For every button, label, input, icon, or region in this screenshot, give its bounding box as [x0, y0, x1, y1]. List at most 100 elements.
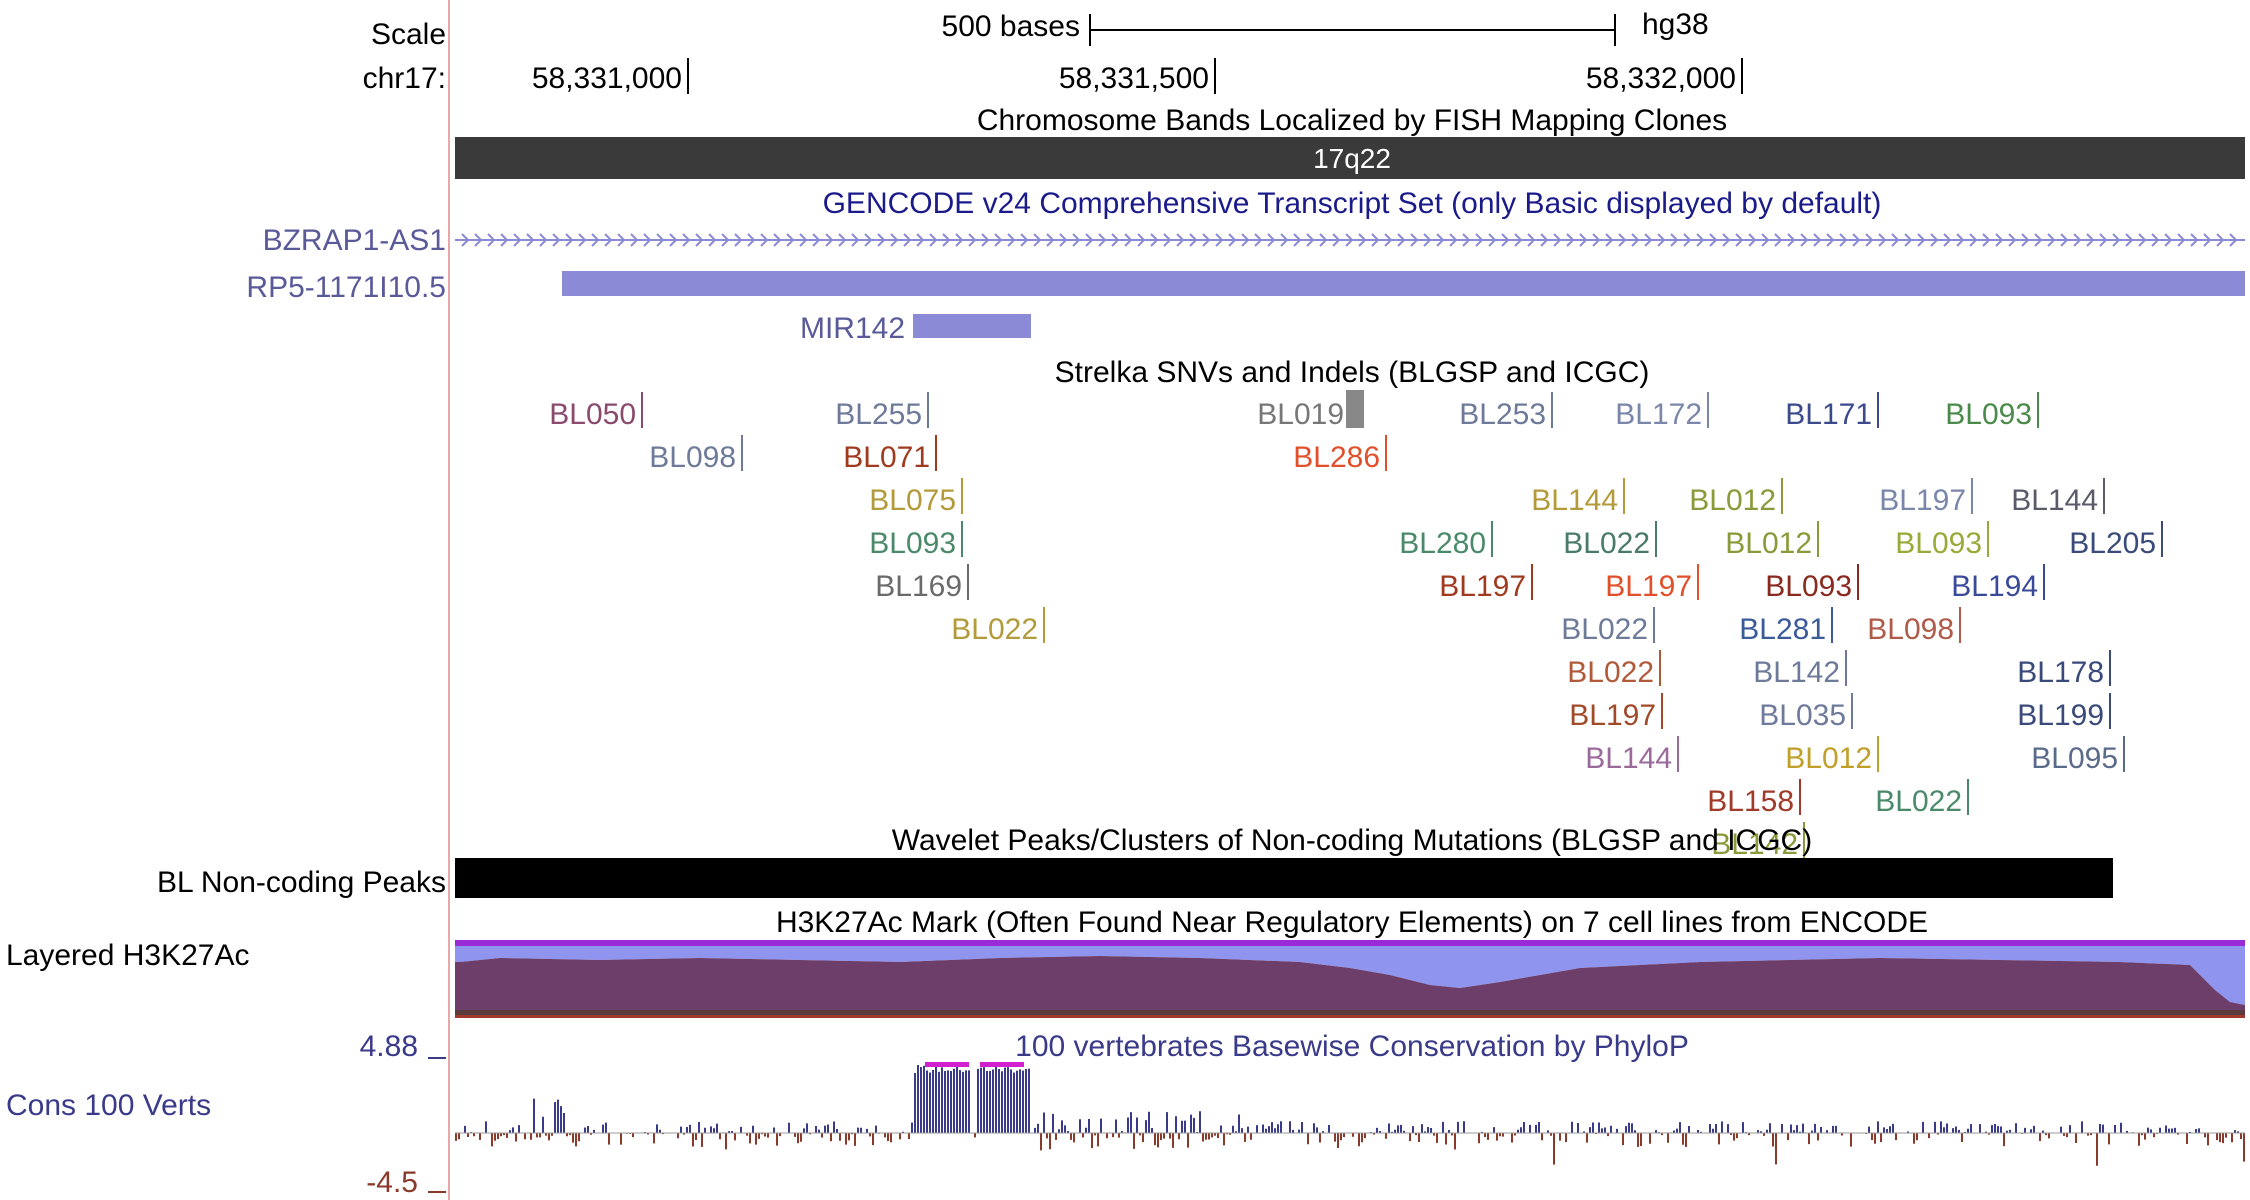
cons-negative-bars — [455, 1133, 2245, 1166]
assembly-label: hg38 — [1642, 8, 1709, 41]
strelka-item[interactable]: BL197 — [1605, 564, 1699, 603]
strelka-item[interactable]: BL144 — [2011, 478, 2105, 517]
strelka-item-label: BL144 — [1531, 484, 1618, 517]
strelka-item-label: BL022 — [1561, 613, 1648, 646]
strelka-item-label: BL012 — [1785, 742, 1872, 775]
strelka-item[interactable]: BL142 — [1711, 822, 1805, 861]
strelka-item[interactable]: BL022 — [1567, 650, 1661, 689]
strelka-item-label: BL286 — [1293, 441, 1380, 474]
strelka-item-label: BL098 — [1867, 613, 1954, 646]
scale-label: Scale — [371, 18, 446, 51]
strelka-item[interactable]: BL098 — [1867, 607, 1961, 646]
strelka-item-label: BL142 — [1753, 656, 1840, 689]
strelka-item[interactable]: BL178 — [2017, 650, 2111, 689]
strelka-item[interactable]: BL071 — [843, 435, 937, 474]
strelka-item-label: BL093 — [869, 527, 956, 560]
scale-bar-text: 500 bases — [942, 10, 1080, 43]
strelka-item[interactable]: BL093 — [1895, 521, 1989, 560]
strelka-item-label: BL022 — [1875, 785, 1962, 818]
strelka-item-label: BL178 — [2017, 656, 2104, 689]
strelka-item[interactable]: BL050 — [549, 392, 643, 431]
strelka-item[interactable]: BL022 — [1561, 607, 1655, 646]
cons-clip-mark — [925, 1062, 969, 1067]
strelka-item[interactable]: BL281 — [1739, 607, 1833, 646]
gene-bzrap1-as1[interactable] — [455, 233, 2245, 247]
strelka-item[interactable]: BL197 — [1569, 693, 1663, 732]
strelka-item[interactable]: BL093 — [869, 521, 963, 560]
strelka-item[interactable]: BL255 — [835, 392, 929, 431]
strelka-item-label: BL172 — [1615, 398, 1702, 431]
strelka-item-label: BL022 — [1563, 527, 1650, 560]
strelka-item-label: BL098 — [649, 441, 736, 474]
strelka-item-label: BL169 — [875, 570, 962, 603]
strelka-item[interactable]: BL035 — [1759, 693, 1853, 732]
strelka-item[interactable]: BL142 — [1753, 650, 1847, 689]
strelka-item[interactable]: BL095 — [2031, 736, 2125, 775]
strelka-item[interactable]: BL075 — [869, 478, 963, 517]
strelka-item[interactable]: BL280 — [1399, 521, 1493, 560]
strelka-item[interactable]: BL171 — [1785, 392, 1879, 431]
peaks-track-label[interactable]: BL Non-coding Peaks — [157, 866, 446, 899]
strelka-items: BL050 BL098 BL255 BL071 BL075 BL093 BL169 BL022… — [549, 390, 2163, 861]
strelka-item[interactable]: BL197 — [1879, 478, 1973, 517]
strelka-item-label: BL144 — [1585, 742, 1672, 775]
strelka-item-label: BL075 — [869, 484, 956, 517]
strelka-item[interactable]: BL098 — [649, 435, 743, 474]
strelka-item[interactable]: BL253 — [1459, 392, 1553, 431]
non-coding-peak[interactable] — [455, 858, 2113, 898]
tick-label: 58,331,500 — [1059, 62, 1209, 95]
strelka-item[interactable]: BL144 — [1531, 478, 1625, 517]
strelka-item[interactable]: BL169 — [875, 564, 969, 603]
strelka-item[interactable]: BL019 — [1257, 390, 1364, 431]
strelka-item-label: BL194 — [1951, 570, 2038, 603]
gene-label-mir142[interactable]: MIR142 — [800, 312, 905, 345]
strelka-item[interactable]: BL158 — [1707, 779, 1801, 818]
cons-track-label[interactable]: Cons 100 Verts — [6, 1089, 211, 1122]
strelka-item[interactable]: BL172 — [1615, 392, 1709, 431]
cons-ymax: 4.88 — [360, 1030, 418, 1063]
h3k27ac-track-label[interactable]: Layered H3K27Ac — [6, 939, 250, 972]
strelka-item[interactable]: BL012 — [1725, 521, 1819, 560]
strelka-item-label: BL050 — [549, 398, 636, 431]
strelka-item-label: BL199 — [2017, 699, 2104, 732]
strelka-item-label: BL280 — [1399, 527, 1486, 560]
gencode-track-title: GENCODE v24 Comprehensive Transcript Set… — [823, 187, 1882, 220]
strelka-item[interactable]: BL194 — [1951, 564, 2045, 603]
gene-mir142[interactable] — [913, 314, 1031, 338]
strelka-item[interactable]: BL205 — [2069, 521, 2163, 560]
chromosome-band[interactable] — [455, 137, 2245, 179]
conservation-bars — [455, 1062, 2245, 1166]
strelka-item-label: BL093 — [1895, 527, 1982, 560]
strelka-item[interactable]: BL022 — [951, 607, 1045, 646]
bands-track-title: Chromosome Bands Localized by FISH Mappi… — [977, 104, 1727, 137]
tick-label: 58,331,000 — [532, 62, 682, 95]
strelka-item[interactable]: BL093 — [1765, 564, 1859, 603]
strelka-item-label: BL255 — [835, 398, 922, 431]
strelka-item[interactable]: BL012 — [1785, 736, 1879, 775]
strelka-item[interactable]: BL093 — [1945, 392, 2039, 431]
strelka-item-label: BL281 — [1739, 613, 1826, 646]
strelka-item-label: BL012 — [1689, 484, 1776, 517]
strelka-item-label: BL019 — [1257, 398, 1344, 431]
strelka-item[interactable]: BL012 — [1689, 478, 1783, 517]
strelka-item[interactable]: BL286 — [1293, 435, 1387, 474]
strelka-track-title: Strelka SNVs and Indels (BLGSP and ICGC) — [1055, 356, 1650, 389]
gene-rp5-1171i10-5[interactable] — [562, 271, 2245, 296]
chrom-label: chr17: — [363, 62, 446, 95]
gene-label-rp5-1171i10-5[interactable]: RP5-1171I10.5 — [246, 271, 446, 304]
strelka-item-label: BL142 — [1711, 828, 1798, 861]
strelka-item-label: BL022 — [951, 613, 1038, 646]
strelka-item[interactable]: BL144 — [1585, 736, 1679, 775]
strelka-item[interactable]: BL022 — [1563, 521, 1657, 560]
strelka-item-label: BL197 — [1569, 699, 1656, 732]
strelka-item[interactable]: BL022 — [1875, 779, 1969, 818]
position-ticks: 58,331,000 58,331,500 58,332,000 — [532, 58, 1743, 95]
tick-label: 58,332,000 — [1586, 62, 1736, 95]
gene-label-bzrap1-as1[interactable]: BZRAP1-AS1 — [263, 224, 446, 257]
strelka-item[interactable]: BL199 — [2017, 693, 2111, 732]
strelka-item[interactable]: BL197 — [1439, 564, 1533, 603]
strelka-item-label: BL253 — [1459, 398, 1546, 431]
strelka-item-label: BL093 — [1765, 570, 1852, 603]
h3k27ac-track-title: H3K27Ac Mark (Often Found Near Regulator… — [776, 906, 1928, 939]
